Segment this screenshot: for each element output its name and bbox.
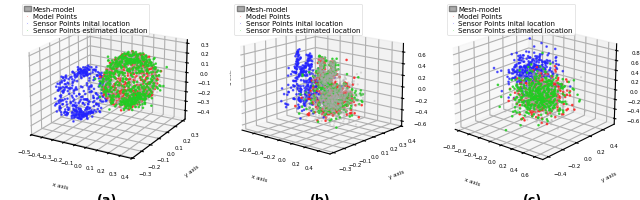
Legend: Mesh-model, Model Points, Sensor Points inital location, Sensor Points estimated: Mesh-model, Model Points, Sensor Points … (234, 5, 362, 36)
Y-axis label: y axis: y axis (388, 169, 405, 179)
X-axis label: x axis: x axis (52, 182, 68, 190)
Legend: Mesh-model, Model Points, Sensor Points inital location, Sensor Points estimated: Mesh-model, Model Points, Sensor Points … (22, 5, 149, 36)
Y-axis label: y axis: y axis (601, 171, 618, 182)
Text: (a): (a) (97, 193, 117, 200)
X-axis label: x axis: x axis (464, 177, 481, 186)
Legend: Mesh-model, Model Points, Sensor Points inital location, Sensor Points estimated: Mesh-model, Model Points, Sensor Points … (447, 5, 575, 36)
X-axis label: x axis: x axis (251, 173, 268, 183)
Text: (b): (b) (310, 193, 330, 200)
Text: (c): (c) (524, 193, 543, 200)
Y-axis label: y axis: y axis (184, 164, 200, 177)
